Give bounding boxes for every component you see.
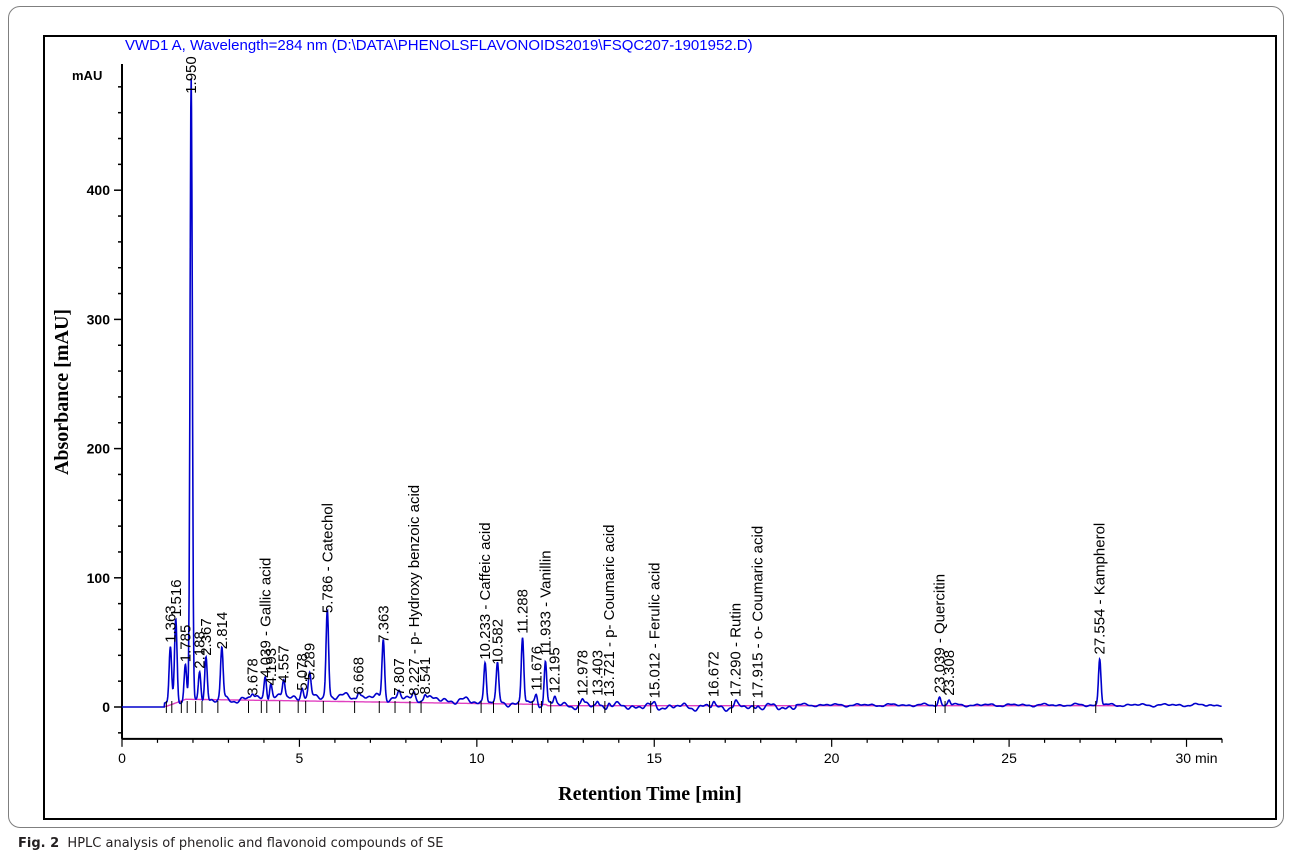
peak-label: 2.367 (198, 618, 215, 656)
peak-label: 13.403 (590, 650, 607, 696)
peak-label: 8.227 - p- Hydroxy benzoic acid (406, 485, 423, 696)
peak-label: 3.678 (245, 658, 262, 696)
figure-panel (8, 6, 1284, 828)
x-tick-label: 5 (296, 750, 304, 766)
y-tick-label: 100 (87, 570, 111, 586)
peak-label: 23.039 - Quercitin (932, 574, 949, 693)
peak-label: 27.554 - Kampherol (1092, 523, 1109, 655)
peak-label: 2.188 (192, 631, 209, 669)
peak-label: 5.078 (294, 653, 311, 691)
peak-label: 17.290 - Rutin (728, 603, 745, 697)
peak-label: 8.541 (417, 657, 434, 695)
peak-label: 6.668 (351, 657, 368, 695)
peak-label: 23.308 (941, 650, 958, 696)
peak-label: 10.233 - Caffeic acid (477, 522, 494, 659)
x-tick-label: 0 (118, 750, 126, 766)
peak-label: 11.676 (528, 646, 545, 691)
peak-label: 7.363 (375, 605, 392, 643)
x-tick-label: 20 (824, 750, 840, 766)
peak-label: 12.195 (547, 647, 564, 693)
axes: 0 100 200 300 400 0 5 10 15 20 25 30 min (87, 64, 1223, 766)
x-tick-label: 10 (469, 750, 485, 766)
y-tick-label: 300 (87, 311, 111, 327)
figure-caption: Fig. 2 HPLC analysis of phenolic and fla… (18, 836, 443, 851)
peak-label: 4.193 (263, 648, 280, 686)
caption-text: HPLC analysis of phenolic and flavonoid … (67, 836, 444, 851)
peak-label: 7.807 (391, 658, 408, 696)
peak-label: 2.814 (214, 612, 231, 650)
chart-frame (43, 35, 1277, 820)
peak-label: 11.933 - Vanillin (537, 550, 554, 655)
detector-header: VWD1 A, Wavelength=284 nm (D:\DATA\PHENO… (125, 37, 753, 54)
trace-layer (122, 78, 1222, 712)
peak-label: 11.288 (515, 589, 532, 634)
baseline-layer (164, 698, 1121, 708)
peak-label: 16.672 (706, 651, 723, 697)
peak-label: 5.786 - Catechol (319, 503, 336, 613)
x-tick-label: 15 (646, 750, 662, 766)
peak-label: 12.978 (575, 650, 592, 696)
peak-label: 15.012 - Ferulic acid (647, 562, 664, 698)
x-tick-label: 30 min (1176, 750, 1218, 766)
integration-baseline (164, 698, 1121, 708)
peak-label: 1.516 (168, 579, 185, 617)
x-tick-label: 25 (1001, 750, 1017, 766)
y-tick-label: 400 (87, 182, 111, 198)
y-unit-label: mAU (72, 68, 102, 83)
x-axis-title: Retention Time [min] (558, 783, 742, 805)
peak-label: 1.363 (162, 605, 179, 643)
chromatogram-trace (122, 78, 1222, 712)
peak-label: 13.721 - p- Coumaric acid (601, 525, 618, 698)
peak-label: 1.950 (183, 56, 200, 94)
y-tick-label: 200 (87, 441, 111, 457)
y-axis-title: Absorbance [mAU] (51, 309, 73, 475)
peak-label: 4.557 (276, 645, 293, 683)
y-tick-label: 0 (102, 699, 110, 715)
peak-label: 4.039 - Gallic acid (257, 558, 274, 678)
caption-label: Fig. 2 (18, 836, 60, 851)
peak-label: 17.915 - o- Coumaric acid (750, 526, 767, 699)
peak-label: 1.785 (177, 625, 194, 663)
peak-label: 10.582 (490, 619, 507, 665)
peak-label: 5.289 (302, 643, 319, 681)
